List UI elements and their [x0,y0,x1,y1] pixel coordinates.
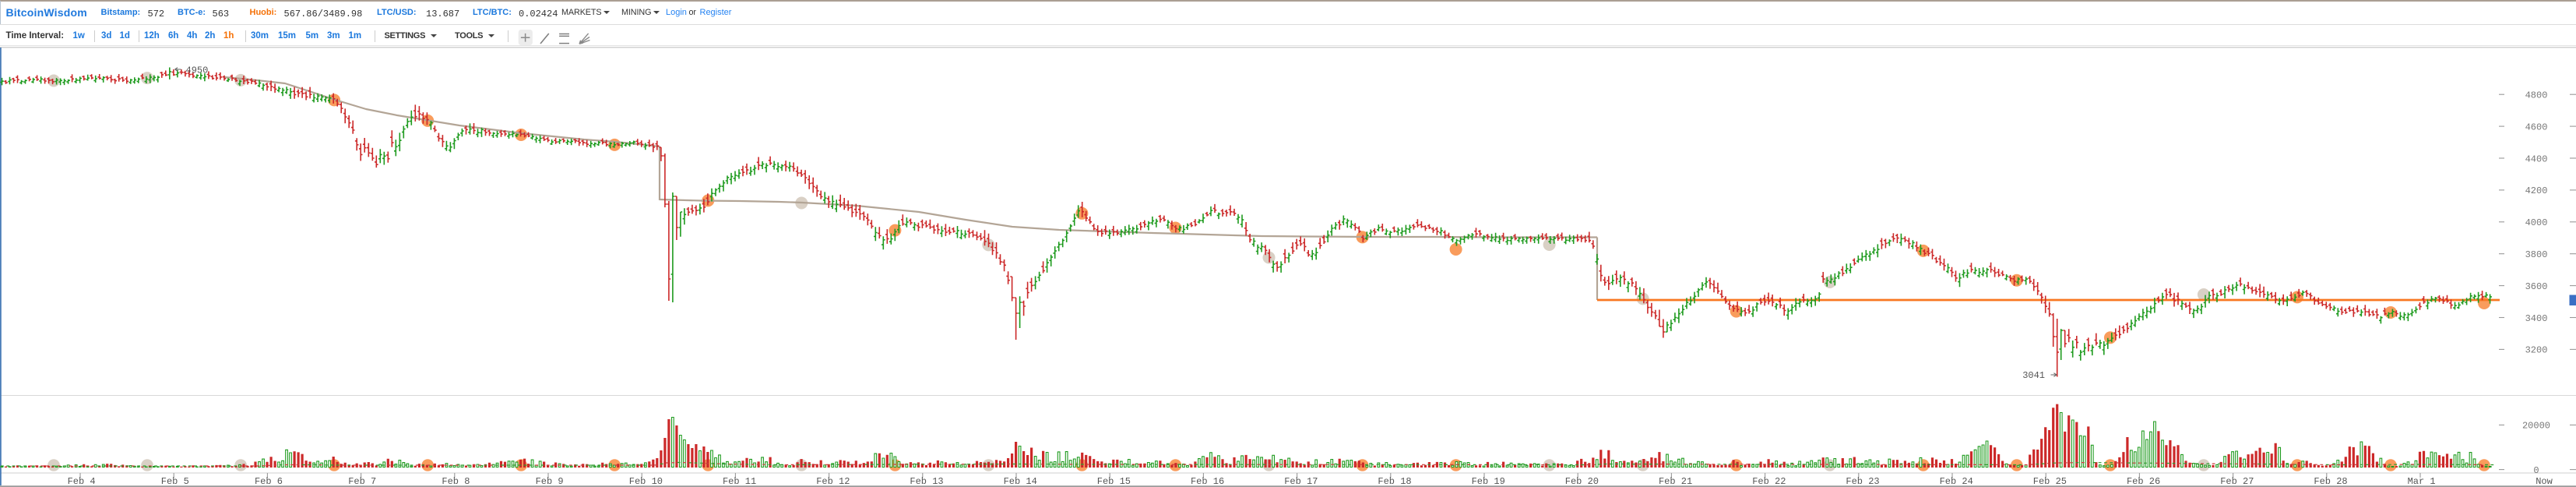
svg-text:Feb: Feb [161,476,178,487]
svg-text:Feb: Feb [1659,476,1676,487]
svg-text:4400: 4400 [2525,154,2548,164]
svg-text:Now: Now [2536,476,2553,487]
svg-text:17: 17 [1307,476,1318,487]
svg-text:Feb: Feb [1097,476,1114,487]
svg-text:13: 13 [932,476,943,487]
svg-text:1: 1 [2430,476,2435,487]
svg-text:Feb: Feb [255,476,272,487]
svg-text:4: 4 [90,476,95,487]
svg-text:Feb: Feb [1284,476,1301,487]
svg-text:Feb: Feb [1752,476,1769,487]
svg-text:22: 22 [1775,476,1786,487]
svg-text:14: 14 [1026,476,1036,487]
svg-text:Feb: Feb [1565,476,1582,487]
svg-text:Feb: Feb [348,476,365,487]
svg-text:3400: 3400 [2525,313,2548,324]
svg-text:21: 21 [1681,476,1692,487]
svg-text:3600: 3600 [2525,281,2548,292]
svg-text:Feb: Feb [2127,476,2144,487]
svg-text:Feb: Feb [2220,476,2237,487]
svg-text:Feb: Feb [1191,476,1208,487]
svg-text:Feb: Feb [816,476,833,487]
svg-text:4000: 4000 [2525,217,2548,228]
svg-text:Feb: Feb [1846,476,1863,487]
svg-text:26: 26 [2149,476,2160,487]
svg-text:4600: 4600 [2525,122,2548,132]
svg-text:Feb: Feb [1940,476,1957,487]
svg-text:12: 12 [839,476,850,487]
svg-text:16: 16 [1213,476,1224,487]
svg-text:11: 11 [745,476,756,487]
svg-text:Feb: Feb [442,476,459,487]
svg-text:Feb: Feb [2314,476,2331,487]
svg-text:7: 7 [371,476,376,487]
svg-text:Feb: Feb [536,476,553,487]
svg-text:15: 15 [1120,476,1131,487]
svg-text:3800: 3800 [2525,249,2548,260]
svg-text:24: 24 [1962,476,1972,487]
svg-text:Mar: Mar [2408,476,2425,487]
svg-text:8: 8 [464,476,470,487]
svg-text:10: 10 [652,476,663,487]
svg-text:Feb: Feb [68,476,85,487]
svg-text:3200: 3200 [2525,345,2548,356]
svg-text:23: 23 [1868,476,1879,487]
svg-text:Feb: Feb [1004,476,1021,487]
svg-text:0: 0 [2533,465,2539,476]
svg-text:Feb: Feb [723,476,740,487]
svg-text:9: 9 [558,476,563,487]
svg-text:20000: 20000 [2522,421,2550,432]
svg-text:18: 18 [1400,476,1411,487]
svg-text:28: 28 [2336,476,2347,487]
svg-text:Feb: Feb [1378,476,1395,487]
svg-text:6: 6 [277,476,283,487]
svg-text:Feb: Feb [1472,476,1489,487]
svg-text:Feb: Feb [629,476,646,487]
svg-text:19: 19 [1494,476,1504,487]
svg-text:20: 20 [1588,476,1599,487]
svg-text:27: 27 [2243,476,2254,487]
svg-text:3041: 3041 [2022,370,2045,381]
svg-text:5: 5 [184,476,189,487]
svg-text:25: 25 [2056,476,2067,487]
svg-text:Feb: Feb [910,476,927,487]
svg-text:Feb: Feb [2033,476,2050,487]
svg-text:4800: 4800 [2525,90,2548,101]
svg-text:4200: 4200 [2525,185,2548,196]
svg-text:4950: 4950 [186,65,209,76]
